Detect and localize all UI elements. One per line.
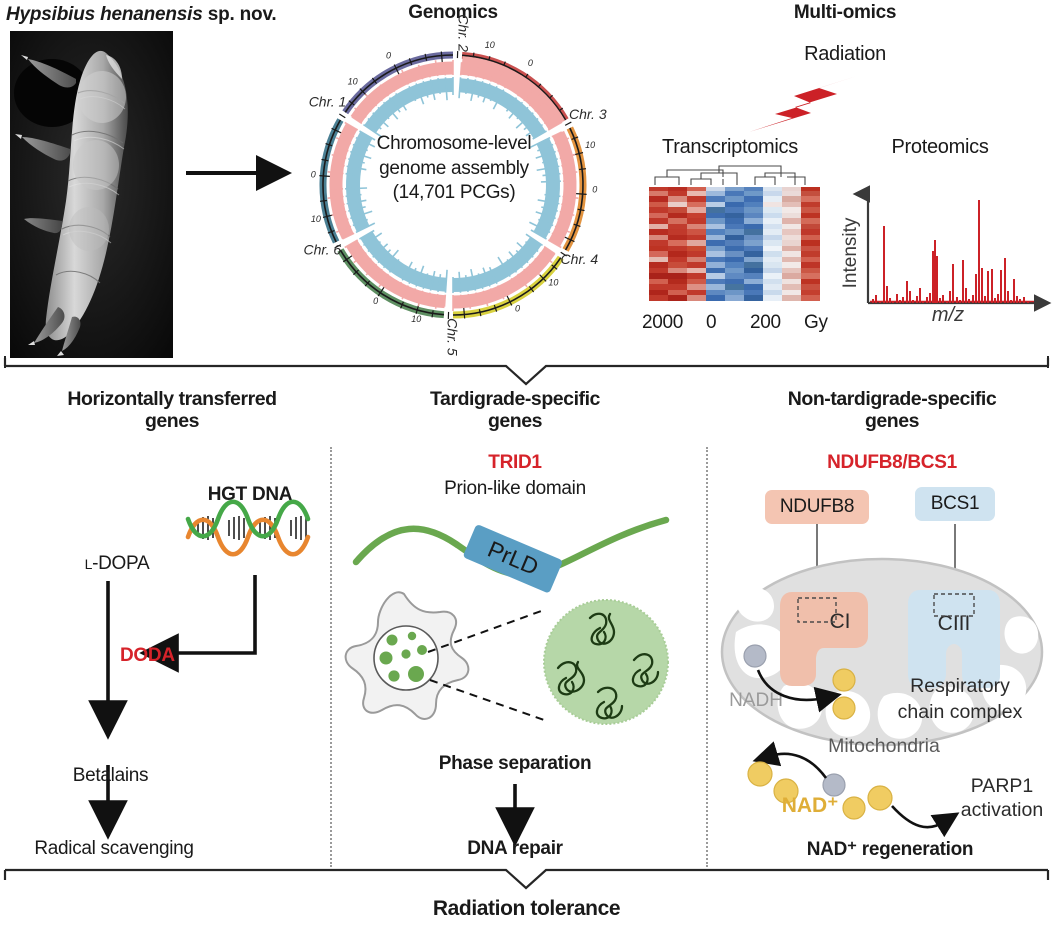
doda-label: DODA bbox=[120, 645, 175, 666]
protein-with-prld: PrLD bbox=[352, 516, 670, 593]
hgt-pathway-arrows bbox=[88, 575, 257, 840]
panel-title-non-tardigrade-line2: genes bbox=[864, 409, 920, 432]
chr-label-6: Chr. 6 bbox=[304, 241, 342, 257]
bcs1-box: BCS1 bbox=[915, 487, 995, 521]
respiratory-line-2: chain complex bbox=[898, 701, 1023, 723]
assembly-line-1: Chromosome-level bbox=[376, 133, 532, 154]
transcriptomics-heatmap bbox=[649, 165, 820, 301]
prion-like-domain-label: Prion-like domain bbox=[444, 478, 586, 499]
bcs1-box-label: BCS1 bbox=[930, 493, 980, 514]
complex-i-label: CI bbox=[830, 610, 851, 633]
heatmap-unit-gy: Gy bbox=[804, 312, 828, 333]
chr3-tick-0: 0 bbox=[528, 58, 533, 68]
panel-title-tardigrade-line2: genes bbox=[487, 409, 543, 432]
panel-title-hgt-line2: genes bbox=[144, 409, 200, 432]
dna-repair-label: DNA repair bbox=[467, 838, 563, 859]
mitochondria-label: Mitochondria bbox=[828, 735, 940, 757]
assembly-line-2: genome assembly bbox=[379, 157, 529, 179]
transcriptomics-title: Transcriptomics bbox=[662, 136, 798, 158]
chr4-tick-0: 0 bbox=[592, 184, 597, 194]
radical-scavenging-label: Radical scavenging bbox=[34, 838, 194, 859]
arrow-photo-to-genomics bbox=[186, 155, 292, 191]
chr3-tick-10: 10 bbox=[585, 140, 595, 150]
chr-label-5: Chr. 5 bbox=[445, 318, 461, 356]
parp1-line-1: PARP1 bbox=[971, 775, 1034, 797]
panel-divider-right bbox=[706, 447, 708, 867]
complex-iii-label: CIII bbox=[938, 612, 971, 635]
proteomics-xlabel: m/z bbox=[932, 304, 964, 326]
panel-divider-left bbox=[330, 447, 332, 867]
panel-title-tardigrade-line1: Tardigrade-specific bbox=[430, 388, 600, 410]
chr-label-1: Chr. 1 bbox=[309, 94, 347, 110]
panel-title-non-tardigrade-line1: Non-tardigrade-specific bbox=[787, 388, 997, 410]
panel-title-hgt-line1: Horizontally transferred bbox=[67, 388, 277, 410]
species-name-italic: Hypsibius henanensis bbox=[6, 4, 203, 25]
respiratory-line-1: Respiratory bbox=[910, 675, 1010, 697]
chr1-tick-0: 0 bbox=[311, 170, 316, 180]
l-dopa-label: LL-DOPA-DOPA bbox=[84, 553, 150, 574]
mitochondria-diagram: CI CIII NADH Respiratory chain complex M… bbox=[720, 524, 1044, 757]
betalains-label: Betalains bbox=[72, 765, 149, 786]
proteomics-spectrum: Intensity m/z bbox=[840, 185, 1052, 326]
nadh-label: NADH bbox=[729, 690, 783, 711]
trid1-gene-label: TRID1 bbox=[488, 452, 542, 473]
chr2-tick-0: 0 bbox=[386, 50, 391, 60]
heatmap-tick-0: 0 bbox=[706, 312, 717, 333]
phase-separation-to-dna-repair-arrow bbox=[495, 784, 535, 847]
panel-title-hgt: Horizontally transferred genes bbox=[22, 388, 322, 433]
panel-title-non-tardigrade: Non-tardigrade-specific genes bbox=[742, 388, 1042, 433]
chr-label-3: Chr. 3 bbox=[569, 106, 607, 122]
proteomics-title: Proteomics bbox=[891, 136, 989, 158]
hgt-dna-label: HGT DNA bbox=[207, 484, 293, 505]
chr1-tick-10: 10 bbox=[348, 77, 358, 87]
chr-label-4: Chr. 4 bbox=[561, 251, 599, 267]
species-name-suffix: sp. nov. bbox=[202, 4, 277, 25]
chr-label-2: Chr. 2 bbox=[455, 14, 471, 52]
phase-separation-diagram bbox=[344, 591, 669, 725]
top-section-divider bbox=[3, 358, 1050, 386]
parp1-line-2: activation bbox=[961, 799, 1043, 821]
ndufb8-box: NDUFB8 bbox=[765, 490, 869, 524]
panel-title-tardigrade: Tardigrade-specific genes bbox=[370, 388, 660, 433]
multiomics-title: Multi-omics bbox=[793, 2, 897, 23]
nad-plus-label: NAD⁺ bbox=[782, 794, 839, 817]
lightning-bolt-icon bbox=[749, 76, 857, 132]
chr5-tick-0: 0 bbox=[515, 304, 520, 314]
chr6-tick-10: 10 bbox=[311, 214, 321, 224]
heatmap-tick-200: 200 bbox=[750, 312, 781, 333]
ndufb8-bcs1-gene-label: NDUFB8/BCS1 bbox=[827, 452, 957, 473]
circos-center-text: Chromosome-level genome assembly (14,701… bbox=[368, 132, 540, 206]
chr5-tick-10: 10 bbox=[411, 314, 421, 324]
species-name: Hypsibius henanensis sp. nov. bbox=[6, 4, 277, 26]
nad-regeneration-diagram: NAD⁺ PARP1 activation bbox=[747, 741, 1043, 838]
bottom-section-divider bbox=[3, 868, 1050, 890]
genomics-title: Genomics bbox=[408, 2, 498, 23]
frame-left-edge bbox=[4, 356, 6, 368]
ndufb8-box-label: NDUFB8 bbox=[779, 496, 855, 517]
nad-regeneration-label: NAD⁺ regeneration bbox=[806, 839, 974, 860]
radiation-tolerance-banner: Radiation tolerance bbox=[432, 897, 621, 920]
circos-genome-plot: Chr. 1 Chr. 2 Chr. 3 Chr. 4 Chr. 5 Chr. … bbox=[304, 14, 607, 356]
tardigrade-sem-image bbox=[10, 31, 173, 358]
chr2-tick-10: 10 bbox=[485, 40, 495, 50]
assembly-line-3: (14,701 PCGs) bbox=[392, 182, 516, 204]
proteomics-ylabel: Intensity bbox=[840, 217, 861, 288]
frame-right-edge bbox=[1047, 356, 1049, 368]
phase-separation-label: Phase separation bbox=[438, 753, 592, 774]
radiation-label: Radiation bbox=[804, 43, 886, 65]
dna-helix-icon bbox=[185, 499, 311, 557]
chr6-tick-0: 0 bbox=[373, 296, 378, 306]
chr4-tick-10: 10 bbox=[548, 277, 558, 287]
heatmap-tick-2000: 2000 bbox=[642, 312, 684, 333]
